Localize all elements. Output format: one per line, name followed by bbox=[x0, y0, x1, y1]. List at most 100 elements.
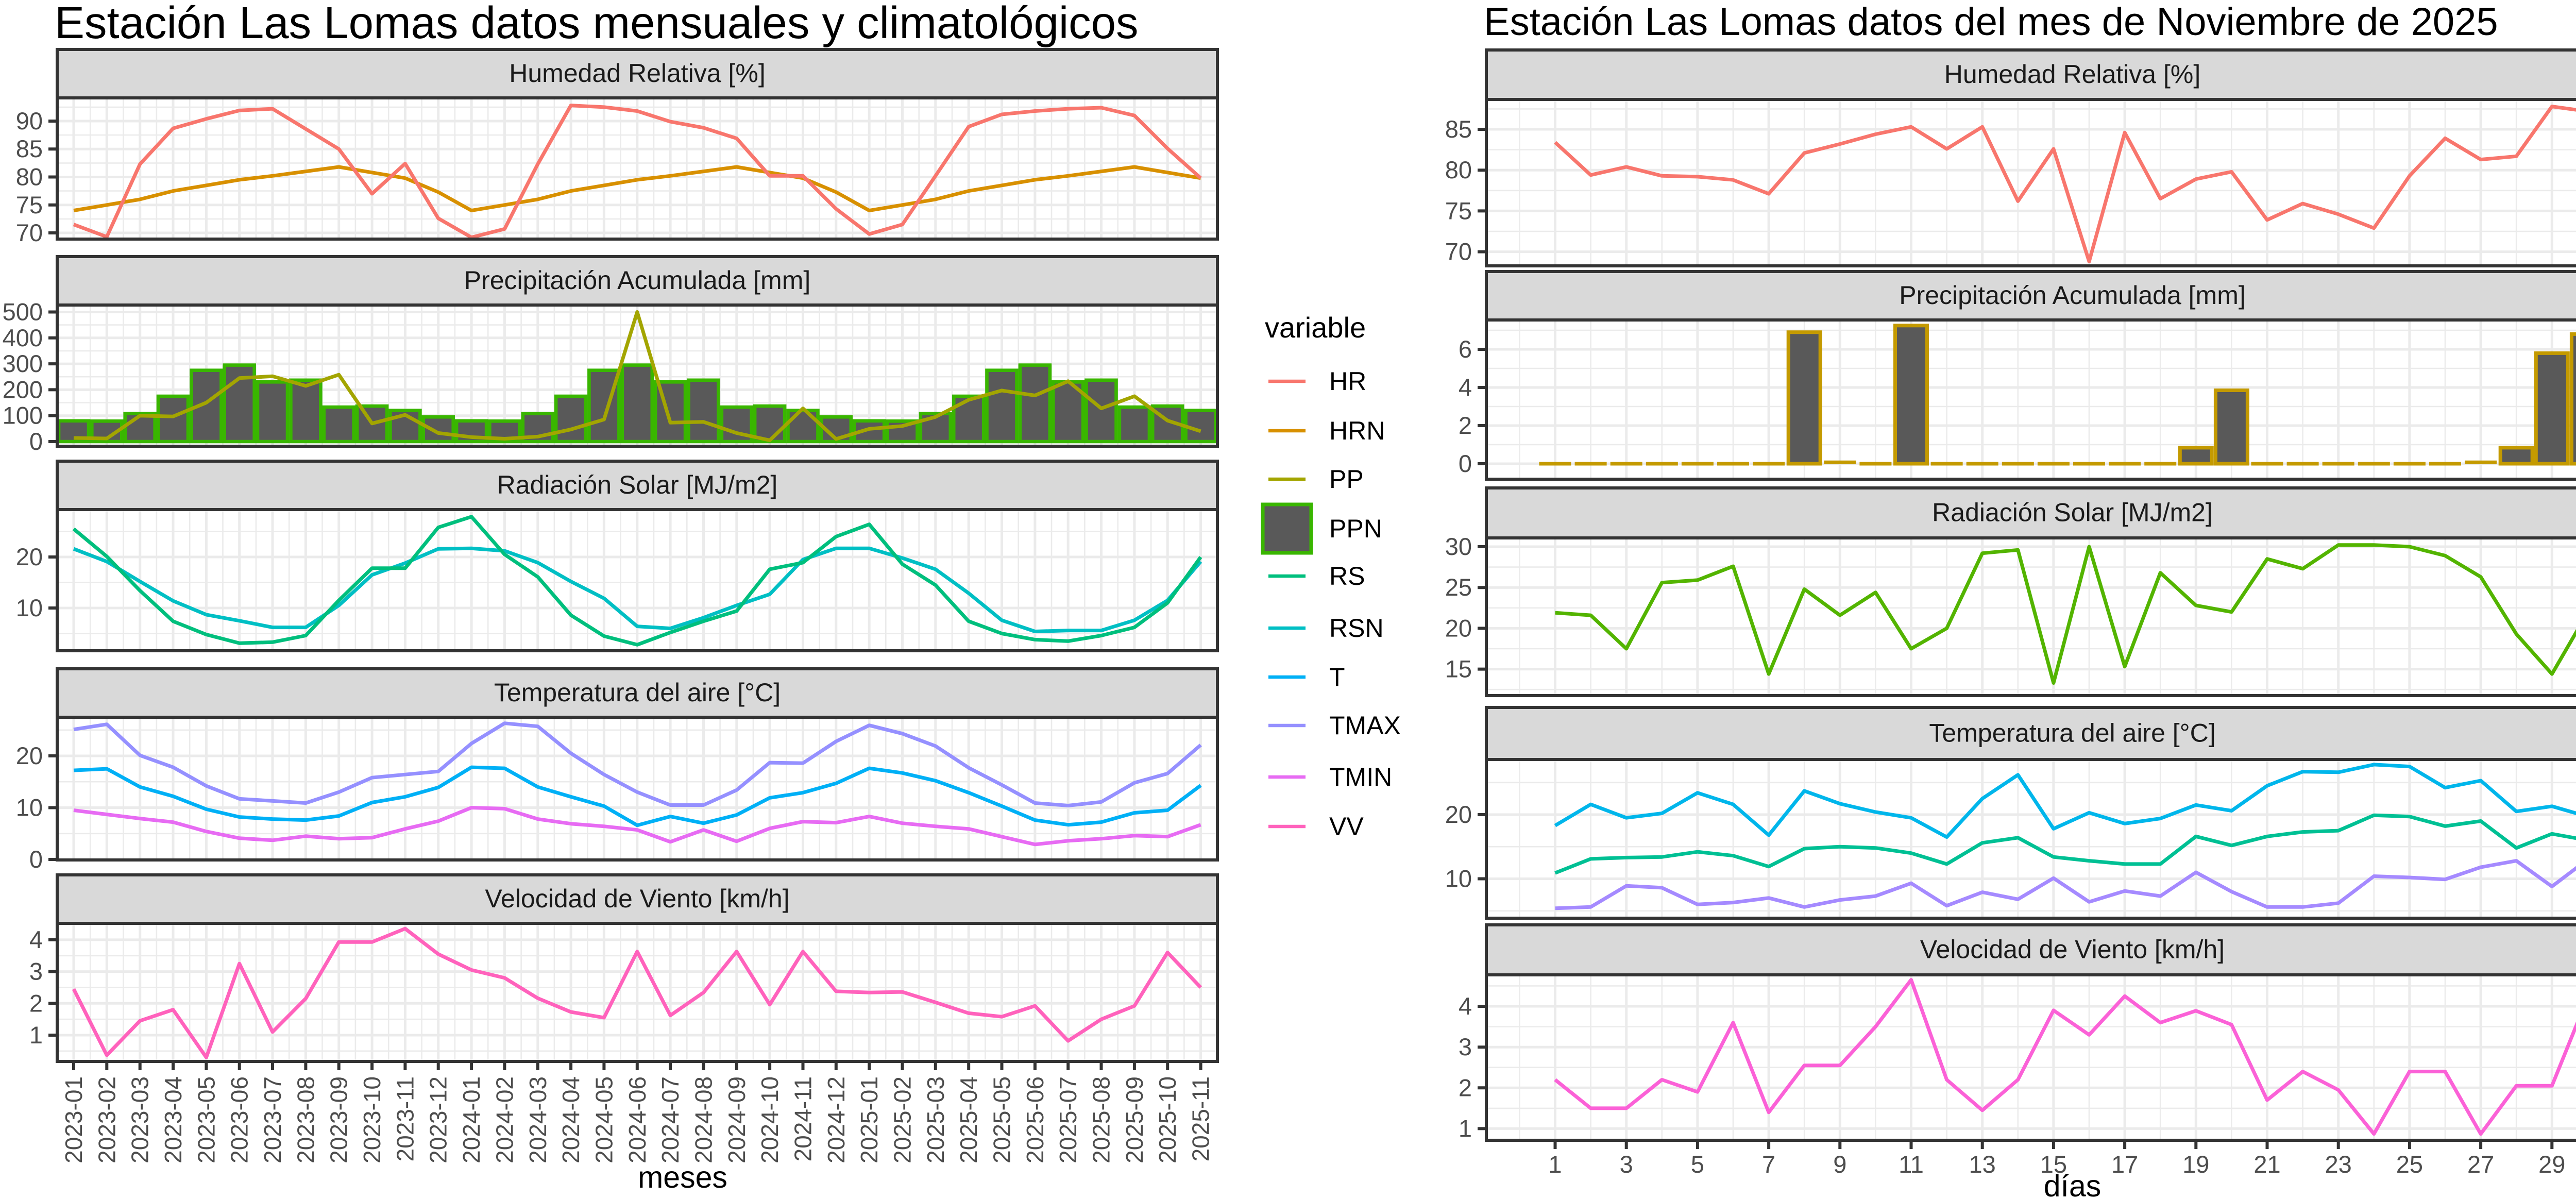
svg-text:2024-08: 2024-08 bbox=[690, 1076, 717, 1163]
svg-text:2025-10: 2025-10 bbox=[1154, 1076, 1181, 1163]
svg-text:RS: RS bbox=[1329, 562, 1365, 590]
svg-text:2023-07: 2023-07 bbox=[259, 1076, 286, 1163]
svg-text:Humedad Relativa [%]: Humedad Relativa [%] bbox=[1944, 60, 2200, 89]
svg-text:2024-03: 2024-03 bbox=[524, 1076, 551, 1163]
svg-text:1: 1 bbox=[29, 1021, 43, 1049]
svg-text:HRN: HRN bbox=[1329, 416, 1385, 445]
svg-text:2023-05: 2023-05 bbox=[193, 1076, 219, 1163]
svg-text:20: 20 bbox=[1445, 801, 1472, 828]
svg-text:10: 10 bbox=[16, 794, 43, 821]
svg-text:3: 3 bbox=[1620, 1151, 1633, 1178]
svg-text:2024-06: 2024-06 bbox=[624, 1076, 651, 1163]
svg-text:25: 25 bbox=[2396, 1151, 2423, 1178]
svg-text:2025-11: 2025-11 bbox=[1188, 1076, 1214, 1161]
svg-text:20: 20 bbox=[16, 543, 43, 570]
svg-text:85: 85 bbox=[16, 135, 43, 162]
svg-text:días: días bbox=[2044, 1169, 2102, 1199]
svg-text:85: 85 bbox=[1445, 115, 1472, 143]
svg-text:Temperatura del aire [°C]: Temperatura del aire [°C] bbox=[494, 678, 781, 707]
svg-text:2025-03: 2025-03 bbox=[922, 1076, 949, 1163]
svg-text:1: 1 bbox=[1459, 1114, 1472, 1142]
svg-text:2025-01: 2025-01 bbox=[856, 1076, 883, 1163]
svg-text:HR: HR bbox=[1329, 367, 1366, 396]
svg-text:2023-03: 2023-03 bbox=[127, 1076, 154, 1163]
svg-text:2024-04: 2024-04 bbox=[557, 1076, 584, 1163]
svg-text:2024-07: 2024-07 bbox=[657, 1076, 684, 1163]
svg-text:2023-01: 2023-01 bbox=[60, 1076, 87, 1163]
svg-text:3: 3 bbox=[1459, 1033, 1472, 1060]
svg-text:2025-07: 2025-07 bbox=[1055, 1076, 1081, 1163]
svg-text:13: 13 bbox=[1969, 1151, 1996, 1178]
svg-text:1: 1 bbox=[1548, 1151, 1562, 1178]
svg-text:2023-02: 2023-02 bbox=[93, 1076, 120, 1163]
svg-text:0: 0 bbox=[29, 846, 43, 873]
svg-text:Precipitación Acumulada [mm]: Precipitación Acumulada [mm] bbox=[1899, 281, 2246, 310]
svg-text:2024-02: 2024-02 bbox=[491, 1076, 518, 1163]
svg-text:2025-05: 2025-05 bbox=[989, 1076, 1015, 1163]
svg-text:2024-10: 2024-10 bbox=[756, 1076, 783, 1163]
svg-text:Velocidad de Viento [km/h]: Velocidad de Viento [km/h] bbox=[485, 884, 789, 913]
svg-text:80: 80 bbox=[1445, 156, 1472, 183]
svg-text:20: 20 bbox=[1445, 614, 1472, 641]
svg-text:TMIN: TMIN bbox=[1329, 763, 1392, 791]
svg-text:3: 3 bbox=[29, 958, 43, 985]
svg-text:70: 70 bbox=[16, 219, 43, 246]
svg-text:2023-12: 2023-12 bbox=[425, 1076, 452, 1163]
svg-text:2025-04: 2025-04 bbox=[955, 1076, 982, 1163]
svg-text:90: 90 bbox=[16, 107, 43, 134]
svg-text:2025-02: 2025-02 bbox=[889, 1076, 916, 1163]
svg-text:80: 80 bbox=[16, 163, 43, 191]
svg-text:Radiación Solar [MJ/m2]: Radiación Solar [MJ/m2] bbox=[497, 470, 778, 499]
svg-text:19: 19 bbox=[2182, 1151, 2209, 1178]
svg-text:2024-11: 2024-11 bbox=[790, 1076, 817, 1161]
svg-text:2023-06: 2023-06 bbox=[226, 1076, 253, 1163]
svg-text:Humedad Relativa [%]: Humedad Relativa [%] bbox=[509, 59, 765, 88]
svg-text:4: 4 bbox=[1459, 992, 1472, 1020]
svg-text:2023-10: 2023-10 bbox=[359, 1076, 385, 1163]
svg-text:2: 2 bbox=[1459, 1074, 1472, 1101]
svg-text:25: 25 bbox=[1445, 573, 1472, 601]
svg-text:2025-06: 2025-06 bbox=[1022, 1076, 1048, 1163]
svg-text:75: 75 bbox=[16, 191, 43, 218]
svg-text:75: 75 bbox=[1445, 197, 1472, 224]
svg-text:variable: variable bbox=[1265, 311, 1366, 344]
svg-text:0: 0 bbox=[1459, 450, 1472, 477]
svg-text:PP: PP bbox=[1329, 465, 1364, 494]
svg-text:2023-11: 2023-11 bbox=[392, 1076, 418, 1161]
svg-text:2024-09: 2024-09 bbox=[723, 1076, 750, 1163]
svg-text:20: 20 bbox=[16, 742, 43, 769]
svg-text:17: 17 bbox=[2111, 1151, 2138, 1178]
svg-text:meses: meses bbox=[638, 1160, 727, 1194]
svg-text:Precipitación Acumulada [mm]: Precipitación Acumulada [mm] bbox=[464, 266, 811, 295]
svg-text:2024-05: 2024-05 bbox=[590, 1076, 617, 1163]
svg-text:10: 10 bbox=[16, 594, 43, 621]
svg-text:2023-04: 2023-04 bbox=[160, 1076, 187, 1163]
svg-text:T: T bbox=[1329, 663, 1345, 691]
svg-text:23: 23 bbox=[2325, 1151, 2352, 1178]
svg-text:0: 0 bbox=[29, 428, 43, 455]
svg-text:2023-08: 2023-08 bbox=[292, 1076, 319, 1163]
svg-text:VV: VV bbox=[1329, 812, 1364, 841]
svg-text:4: 4 bbox=[1459, 374, 1472, 401]
svg-text:7: 7 bbox=[1762, 1151, 1775, 1178]
svg-text:2024-01: 2024-01 bbox=[458, 1076, 485, 1163]
svg-text:RSN: RSN bbox=[1329, 614, 1384, 643]
svg-text:2024-12: 2024-12 bbox=[823, 1076, 850, 1163]
svg-text:2023-09: 2023-09 bbox=[326, 1076, 352, 1163]
svg-text:Estación Las Lomas datos mensu: Estación Las Lomas datos mensuales y cli… bbox=[55, 0, 1139, 48]
svg-text:200: 200 bbox=[3, 376, 43, 403]
svg-text:300: 300 bbox=[3, 350, 43, 377]
svg-text:15: 15 bbox=[1445, 655, 1472, 683]
svg-text:Temperatura del aire [°C]: Temperatura del aire [°C] bbox=[1929, 719, 2215, 748]
svg-text:29: 29 bbox=[2538, 1151, 2565, 1178]
svg-text:11: 11 bbox=[1899, 1151, 1924, 1178]
svg-text:Velocidad de Viento [km/h]: Velocidad de Viento [km/h] bbox=[1920, 935, 2225, 964]
svg-text:2025-08: 2025-08 bbox=[1088, 1076, 1115, 1163]
svg-text:400: 400 bbox=[3, 324, 43, 351]
svg-text:9: 9 bbox=[1833, 1151, 1846, 1178]
svg-text:500: 500 bbox=[3, 298, 43, 326]
svg-text:2: 2 bbox=[29, 989, 43, 1017]
svg-text:2025-09: 2025-09 bbox=[1121, 1076, 1148, 1163]
svg-text:10: 10 bbox=[1445, 865, 1472, 892]
svg-text:Estación Las Lomas datos del m: Estación Las Lomas datos del mes de Novi… bbox=[1484, 0, 2498, 44]
